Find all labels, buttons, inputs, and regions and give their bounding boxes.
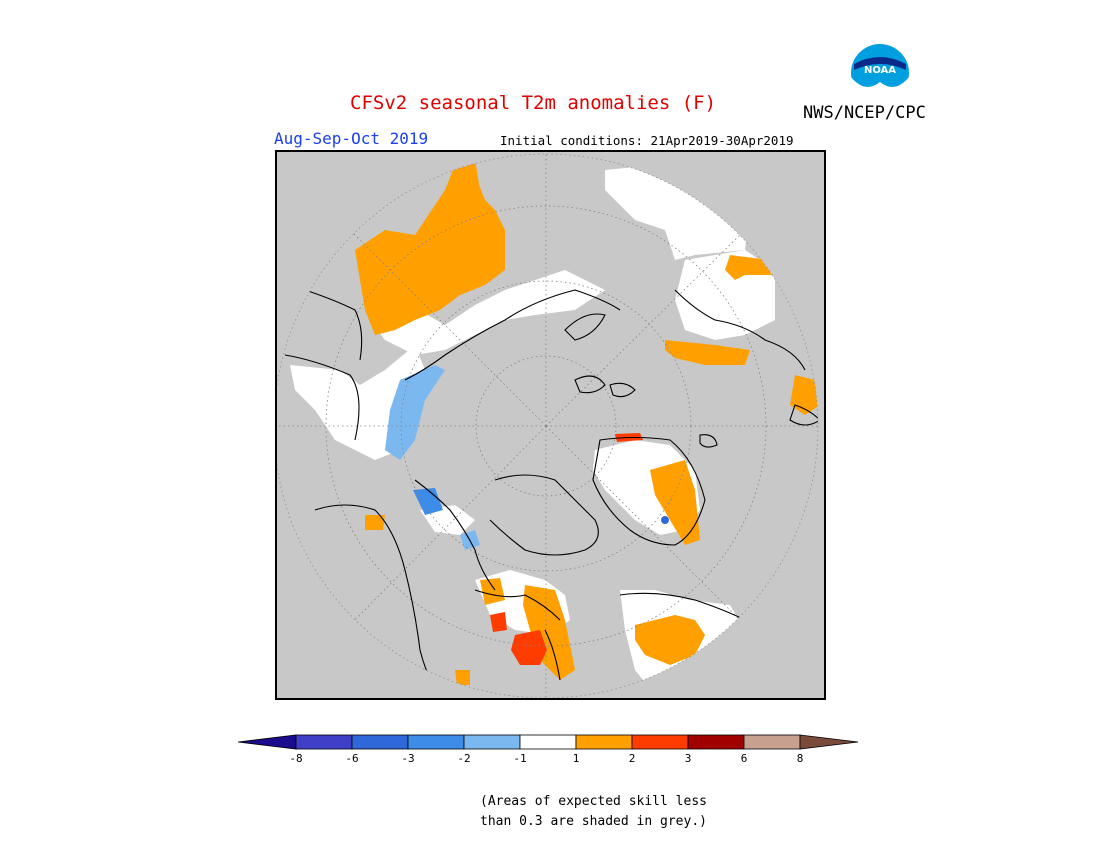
blue-anomaly-regions — [385, 365, 669, 550]
tick-label: 3 — [684, 752, 692, 765]
graticule — [275, 154, 818, 698]
color-bar — [238, 734, 859, 750]
color-bar-swatch — [575, 734, 633, 750]
tick-label: -8 — [289, 752, 303, 765]
color-bar-swatch — [407, 734, 465, 750]
tick-label: 2 — [628, 752, 636, 765]
map-title: CFSv2 seasonal T2m anomalies (F) — [350, 92, 717, 114]
color-bar-ticks: -8 -6 -3 -2 -1 1 2 3 6 8 — [238, 752, 868, 768]
tick-label: -1 — [513, 752, 527, 765]
color-bar-arrow-low — [238, 734, 297, 750]
tick-label: 1 — [572, 752, 580, 765]
noaa-logo: NOAA — [849, 42, 911, 108]
map-frame — [275, 150, 826, 700]
tick-label: -6 — [345, 752, 359, 765]
season-label: Aug-Sep-Oct 2019 — [274, 129, 429, 148]
tick-label: -2 — [457, 752, 471, 765]
tick-label: 6 — [740, 752, 748, 765]
color-bar-arrow-high — [799, 734, 859, 750]
color-bar-swatch — [631, 734, 689, 750]
color-bar-swatch — [463, 734, 521, 750]
orange-anomaly-regions — [355, 160, 818, 685]
footnote-line-1: (Areas of expected skill less — [480, 794, 707, 809]
skill-footnote: (Areas of expected skill less than 0.3 a… — [480, 792, 707, 832]
tick-label: -3 — [401, 752, 415, 765]
color-bar-swatch — [351, 734, 409, 750]
color-bar-swatch — [687, 734, 745, 750]
footnote-line-2: than 0.3 are shaded in grey.) — [480, 814, 707, 829]
svg-text:NOAA: NOAA — [864, 65, 896, 76]
polar-map — [275, 150, 826, 700]
color-bar-swatch — [743, 734, 801, 750]
tick-label: 8 — [796, 752, 804, 765]
color-bar-swatch — [295, 734, 353, 750]
organization-label: NWS/NCEP/CPC — [803, 103, 926, 123]
red-anomaly-regions — [490, 433, 643, 665]
color-bar-swatch — [519, 734, 577, 750]
initial-conditions-label: Initial conditions: 21Apr2019-30Apr2019 — [500, 133, 794, 148]
coastlines — [284, 289, 818, 691]
